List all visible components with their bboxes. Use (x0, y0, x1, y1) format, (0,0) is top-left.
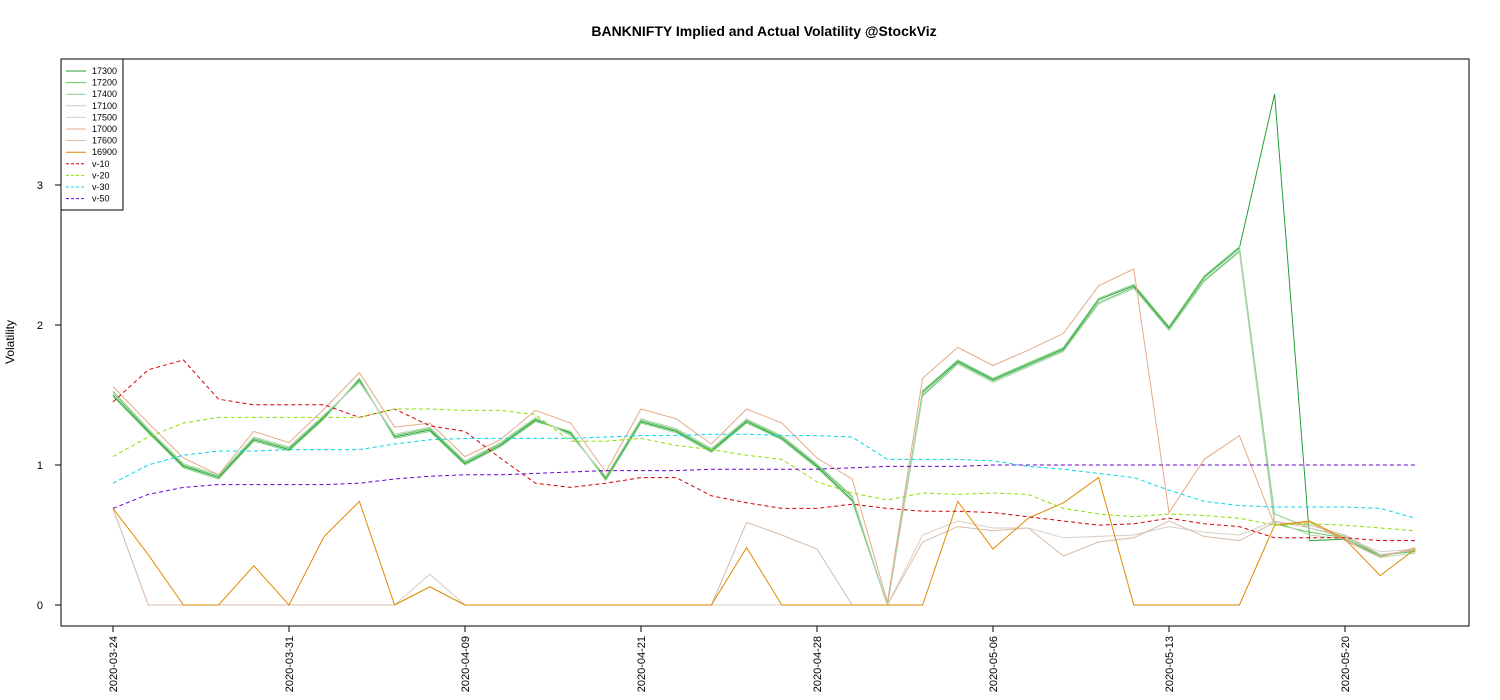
legend-label: v-20 (92, 170, 110, 180)
y-tick-label: 1 (37, 460, 43, 472)
series-line-17400 (112, 245, 1416, 606)
x-tick-label: 2020-04-21 (636, 636, 648, 692)
x-axis: 2020-03-24 2020-03-31 2020-04-09 2020-04-21… (108, 625, 1352, 692)
y-tick-label: 2 (37, 320, 43, 332)
series-line-v-20 (112, 408, 1416, 532)
series-line-v-10 (112, 359, 1416, 542)
legend-label: 17200 (92, 78, 117, 88)
y-tick-label: 3 (37, 180, 43, 192)
legend-label: v-10 (92, 159, 110, 169)
series-line-17600 (112, 508, 1416, 606)
series-line-17000 (112, 268, 1416, 603)
legend-label: 17600 (92, 136, 117, 146)
x-tick-label: 2020-04-28 (812, 636, 824, 692)
plot-area-frame (60, 58, 1470, 627)
series-line-16900 (112, 476, 1416, 606)
series-line-17100 (112, 251, 1416, 606)
series-layer (112, 93, 1416, 606)
x-tick-label: 2020-05-20 (1340, 636, 1352, 692)
legend-box (60, 58, 124, 211)
x-tick-label: 2020-05-13 (1164, 636, 1176, 692)
legend-label: 17400 (92, 89, 117, 99)
legend-label: 17000 (92, 124, 117, 134)
legend-label: v-50 (92, 194, 110, 204)
y-axis: 0 1 2 3 (37, 180, 62, 612)
x-tick-label: 2020-04-09 (460, 636, 472, 692)
x-tick-label: 2020-03-31 (284, 636, 296, 692)
series-line-v-50 (112, 464, 1416, 509)
series-line-17500 (112, 508, 1416, 606)
x-tick-label: 2020-03-24 (108, 636, 120, 692)
chart-title: BANKNIFTY Implied and Actual Volatility … (591, 23, 936, 39)
x-tick-label: 2020-05-06 (988, 636, 1000, 692)
y-tick-label: 0 (37, 600, 43, 612)
legend-label: 17100 (92, 101, 117, 111)
legend-label: v-30 (92, 182, 110, 192)
legend-label: 17500 (92, 112, 117, 122)
y-axis-label: Volatility (3, 320, 17, 364)
series-line-17200 (112, 249, 1416, 606)
series-line-17300 (112, 93, 1416, 606)
series-line-v-30 (112, 433, 1416, 519)
legend-label: 17300 (92, 66, 117, 76)
legend-label: 16900 (92, 147, 117, 157)
